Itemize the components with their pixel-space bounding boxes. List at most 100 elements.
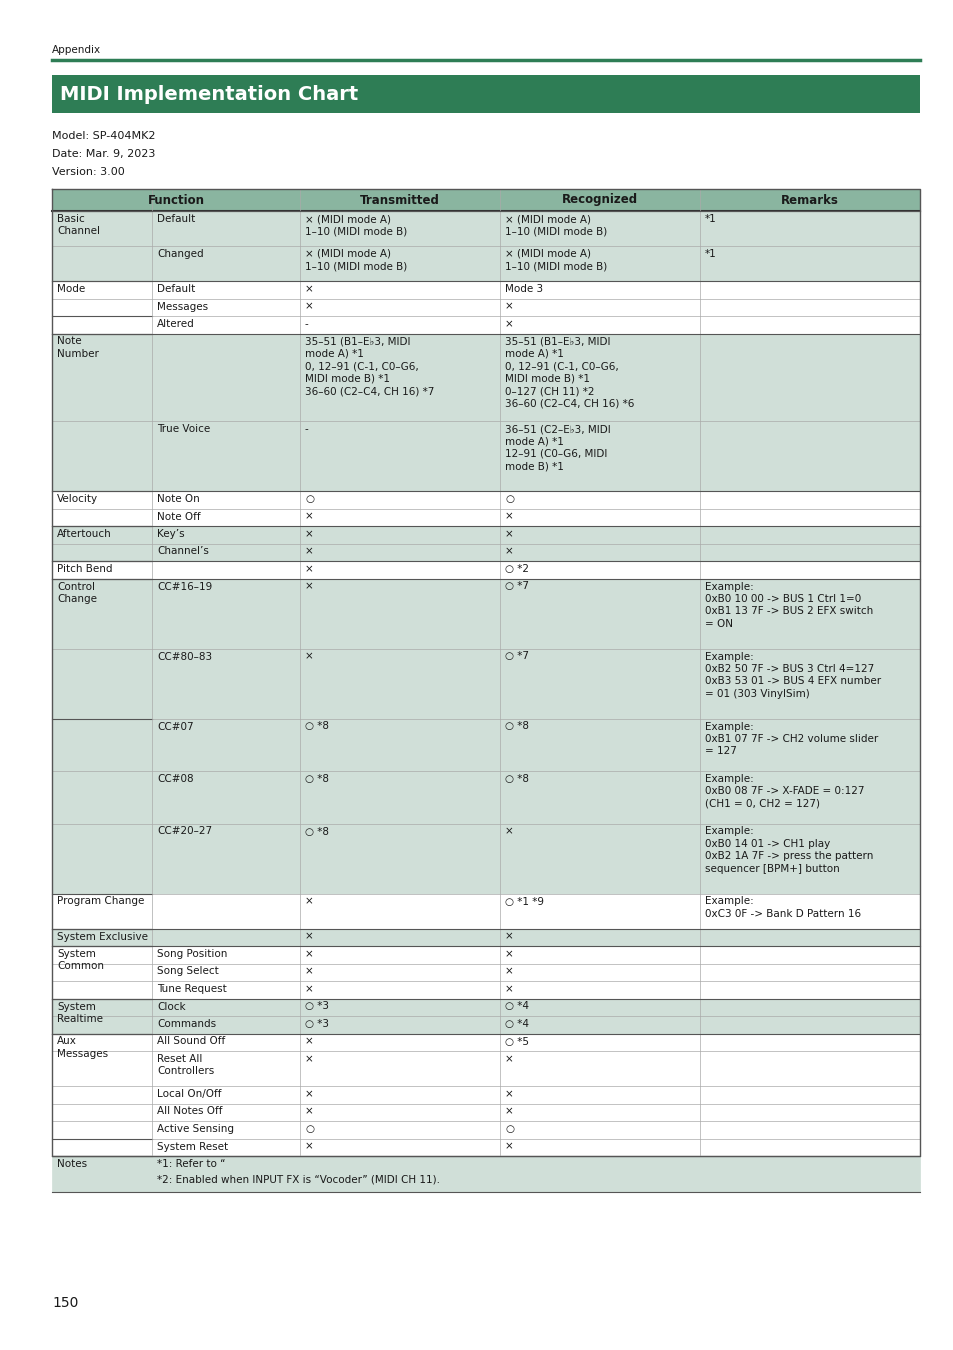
Text: ×: ×	[305, 1107, 314, 1116]
FancyBboxPatch shape	[52, 771, 919, 824]
Text: Example:
0xB1 07 7F -> CH2 volume slider
= 127: Example: 0xB1 07 7F -> CH2 volume slider…	[704, 721, 878, 756]
Text: ○ *4: ○ *4	[504, 1002, 529, 1011]
Text: Example:
0xB0 08 7F -> X-FADE = 0:127
(CH1 = 0, CH2 = 127): Example: 0xB0 08 7F -> X-FADE = 0:127 (C…	[704, 774, 863, 809]
Text: ×: ×	[504, 967, 514, 976]
FancyBboxPatch shape	[52, 562, 919, 579]
FancyBboxPatch shape	[52, 718, 919, 771]
Text: Active Sensing: Active Sensing	[157, 1125, 233, 1134]
Text: Program Change: Program Change	[57, 896, 144, 906]
Text: ○ *2: ○ *2	[504, 564, 529, 574]
Text: MIDI Implementation Chart: MIDI Implementation Chart	[60, 85, 358, 104]
Text: Channel’s: Channel’s	[157, 547, 209, 556]
Text: ×: ×	[504, 931, 514, 941]
Text: ×: ×	[504, 826, 514, 837]
Text: ○: ○	[504, 494, 514, 504]
Text: ×: ×	[305, 896, 314, 906]
FancyBboxPatch shape	[52, 1103, 919, 1120]
Text: ×: ×	[305, 564, 314, 574]
Text: All Sound Off: All Sound Off	[157, 1037, 225, 1046]
Text: Example:
0xC3 0F -> Bank D Pattern 16: Example: 0xC3 0F -> Bank D Pattern 16	[704, 896, 861, 919]
Text: *2: Enabled when INPUT FX is “Vocoder” (MIDI CH 11).: *2: Enabled when INPUT FX is “Vocoder” (…	[157, 1174, 439, 1185]
Text: ×: ×	[305, 529, 314, 539]
Text: Mode: Mode	[57, 284, 85, 294]
Text: Song Position: Song Position	[157, 949, 227, 958]
Text: ○ *8: ○ *8	[305, 774, 329, 784]
FancyBboxPatch shape	[52, 1156, 919, 1192]
FancyBboxPatch shape	[52, 648, 919, 718]
Text: Mode 3: Mode 3	[504, 284, 542, 294]
Text: ○ *4: ○ *4	[504, 1019, 529, 1029]
Text: Reset All
Controllers: Reset All Controllers	[157, 1054, 214, 1076]
Text: ×: ×	[504, 547, 514, 556]
FancyBboxPatch shape	[52, 316, 919, 333]
Text: True Voice: True Voice	[157, 424, 210, 433]
Text: ×: ×	[305, 652, 314, 662]
FancyBboxPatch shape	[52, 1085, 919, 1103]
Text: ○ *8: ○ *8	[504, 774, 529, 784]
Text: × (MIDI mode A)
1–10 (MIDI mode B): × (MIDI mode A) 1–10 (MIDI mode B)	[305, 215, 407, 236]
Text: Note
Number: Note Number	[57, 336, 99, 359]
Text: 35–51 (B1–E♭3, MIDI
mode A) *1
0, 12–91 (C-1, C0–G6,
MIDI mode B) *1
36–60 (C2–C: 35–51 (B1–E♭3, MIDI mode A) *1 0, 12–91 …	[305, 336, 434, 396]
Text: -: -	[305, 319, 309, 329]
FancyBboxPatch shape	[52, 211, 919, 246]
Text: × (MIDI mode A)
1–10 (MIDI mode B): × (MIDI mode A) 1–10 (MIDI mode B)	[504, 215, 607, 236]
Text: Model: SP-404MK2: Model: SP-404MK2	[52, 131, 155, 140]
Text: CC#80–83: CC#80–83	[157, 652, 212, 662]
FancyBboxPatch shape	[52, 999, 919, 1017]
Text: ○: ○	[504, 1125, 514, 1134]
Text: CC#16–19: CC#16–19	[157, 582, 212, 591]
Text: ○: ○	[305, 1125, 314, 1134]
Text: Example:
0xB0 14 01 -> CH1 play
0xB2 1A 7F -> press the pattern
sequencer [BPM+]: Example: 0xB0 14 01 -> CH1 play 0xB2 1A …	[704, 826, 872, 873]
Text: CC#20–27: CC#20–27	[157, 826, 212, 837]
Text: *1: *1	[704, 248, 716, 259]
Text: Version: 3.00: Version: 3.00	[52, 167, 125, 177]
Text: Date: Mar. 9, 2023: Date: Mar. 9, 2023	[52, 148, 155, 159]
Text: Default: Default	[157, 284, 195, 294]
Text: ×: ×	[504, 949, 514, 958]
Text: Clock: Clock	[157, 1002, 186, 1011]
Text: × (MIDI mode A)
1–10 (MIDI mode B): × (MIDI mode A) 1–10 (MIDI mode B)	[504, 248, 607, 271]
FancyBboxPatch shape	[52, 76, 919, 113]
FancyBboxPatch shape	[52, 579, 919, 648]
Text: Recognized: Recognized	[561, 193, 638, 207]
FancyBboxPatch shape	[52, 281, 919, 298]
Text: ×: ×	[504, 512, 514, 521]
Text: Changed: Changed	[157, 248, 203, 259]
Text: ×: ×	[305, 931, 314, 941]
Text: 150: 150	[52, 1296, 78, 1310]
Text: Local On/Off: Local On/Off	[157, 1089, 221, 1099]
Text: Note Off: Note Off	[157, 512, 200, 521]
Text: ○ *3: ○ *3	[305, 1002, 329, 1011]
Text: ○ *7: ○ *7	[504, 582, 529, 591]
FancyBboxPatch shape	[52, 298, 919, 316]
Text: Altered: Altered	[157, 319, 194, 329]
Text: ○ *8: ○ *8	[305, 721, 329, 732]
FancyBboxPatch shape	[52, 894, 152, 929]
Text: ×: ×	[504, 1089, 514, 1099]
Text: 36–51 (C2–E♭3, MIDI
mode A) *1
12–91 (C0–G6, MIDI
mode B) *1: 36–51 (C2–E♭3, MIDI mode A) *1 12–91 (C0…	[504, 424, 610, 471]
Text: Function: Function	[148, 193, 204, 207]
Text: All Notes Off: All Notes Off	[157, 1107, 222, 1116]
FancyBboxPatch shape	[52, 333, 152, 718]
Text: ○ *7: ○ *7	[504, 652, 529, 662]
Text: Default: Default	[157, 215, 195, 224]
Text: Remarks: Remarks	[781, 193, 838, 207]
Text: System
Common: System Common	[57, 949, 104, 972]
Text: Aftertouch: Aftertouch	[57, 529, 112, 539]
Text: 35–51 (B1–E♭3, MIDI
mode A) *1
0, 12–91 (C-1, C0–G6,
MIDI mode B) *1
0–127 (CH 1: 35–51 (B1–E♭3, MIDI mode A) *1 0, 12–91 …	[504, 336, 634, 409]
Text: System Reset: System Reset	[157, 1142, 228, 1152]
Text: ×: ×	[504, 529, 514, 539]
Text: ×: ×	[305, 1054, 314, 1064]
Text: ×: ×	[305, 967, 314, 976]
Text: ○ *5: ○ *5	[504, 1037, 529, 1046]
FancyBboxPatch shape	[52, 189, 919, 211]
Text: ×: ×	[305, 984, 314, 994]
Text: Control
Change: Control Change	[57, 582, 97, 603]
FancyBboxPatch shape	[52, 981, 919, 999]
FancyBboxPatch shape	[52, 894, 919, 929]
Text: ×: ×	[504, 301, 514, 312]
Text: ×: ×	[305, 547, 314, 556]
Text: ×: ×	[305, 1142, 314, 1152]
Text: Basic
Channel: Basic Channel	[57, 215, 100, 236]
FancyBboxPatch shape	[52, 1052, 919, 1085]
